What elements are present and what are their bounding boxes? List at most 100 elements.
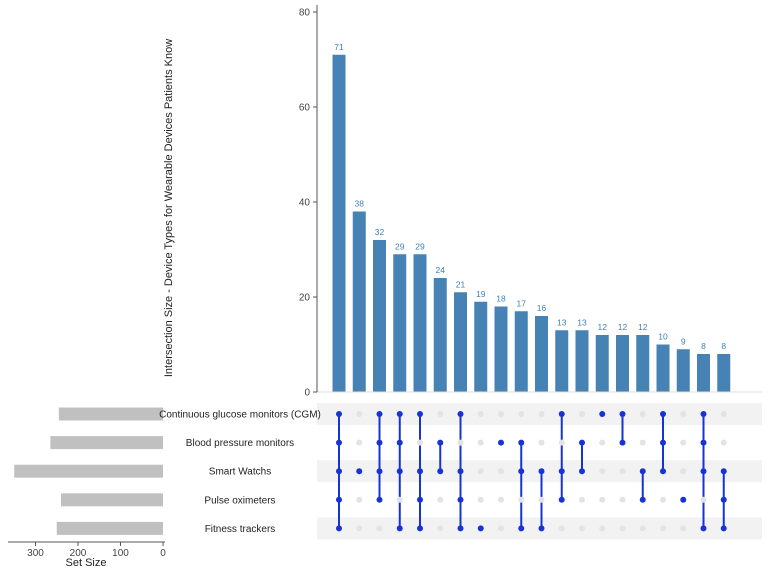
matrix-dot-active (579, 468, 585, 475)
intersection-bar-label: 8 (721, 341, 726, 351)
set-size-axis: 300 200 100 0 (8, 541, 166, 559)
intersection-bar-label: 17 (517, 298, 527, 308)
intersection-bar (393, 254, 407, 392)
intersection-bar (474, 301, 488, 392)
y-tick-label: 0 (304, 388, 310, 399)
matrix-dot-active (396, 411, 403, 417)
intersection-bar-label: 29 (395, 241, 405, 251)
matrix-dot-inactive (538, 496, 545, 503)
intersection-bar-label: 24 (436, 265, 446, 275)
matrix-dot-active (457, 411, 464, 417)
matrix-dot-active (558, 411, 565, 417)
matrix-dot-active (457, 496, 464, 503)
set-label: Smart Watchs (209, 467, 271, 478)
set-labels: Continuous glucose monitors (CGM) Blood p… (159, 410, 321, 535)
y-tick-label: 40 (299, 198, 311, 209)
matrix-dot-active (619, 439, 626, 446)
matrix-dot-inactive (639, 439, 646, 446)
intersection-bar (676, 349, 690, 392)
intersection-bar-label: 29 (415, 241, 425, 251)
matrix-dot-inactive (558, 439, 565, 446)
set-label: Continuous glucose monitors (CGM) (159, 410, 321, 421)
intersection-bar (454, 292, 467, 392)
matrix-dot-active (457, 525, 464, 532)
intersection-bar-label: 12 (618, 322, 628, 332)
matrix-dot-active (720, 468, 727, 475)
y-tick-label: 60 (299, 103, 311, 114)
matrix-dot-inactive (376, 525, 383, 532)
intersection-bars: 71 38 32 29 29 24 21 19 18 17 16 13 13 12 12 12 10 9 8 8 (317, 42, 762, 393)
matrix-dot-inactive (417, 439, 423, 446)
matrix-dot-active (538, 468, 545, 475)
matrix-dot-inactive (518, 411, 525, 417)
matrix-dot-inactive (518, 496, 525, 503)
matrix-dot-active (417, 496, 423, 503)
matrix-dot-active (660, 468, 666, 475)
set-size-bar (56, 521, 163, 535)
matrix-dot-active (437, 468, 444, 475)
set-size-axis-title: Set Size (66, 557, 107, 569)
intersection-bar-label: 12 (598, 322, 608, 332)
matrix-dot-inactive (579, 496, 585, 503)
intersection-bar-label: 16 (537, 303, 547, 313)
matrix-dot-active (336, 496, 342, 503)
intersection-bar (717, 354, 731, 392)
matrix-dot-inactive (498, 496, 504, 503)
matrix-dot-active (599, 411, 606, 417)
matrix-dot-active (639, 468, 646, 475)
matrix-dot-inactive (599, 525, 606, 532)
matrix-dot-inactive (396, 496, 403, 503)
y-tick-label: 20 (299, 293, 311, 304)
matrix-dot-active (700, 411, 707, 417)
matrix-dot-inactive (437, 496, 444, 503)
matrix-dot-inactive (599, 496, 606, 503)
intersection-bar (494, 306, 508, 392)
intersection-bar (575, 330, 589, 392)
matrix-dot-active (376, 468, 383, 475)
set-label: Blood pressure monitors (186, 438, 294, 449)
y-tick-label: 80 (299, 8, 311, 19)
matrix-dot-active (336, 439, 342, 446)
matrix-dot-inactive (619, 525, 626, 532)
matrix-dot-active (477, 525, 484, 532)
matrix-dot-active (336, 468, 342, 475)
intersection-bar (413, 254, 427, 392)
intersection-bar (352, 211, 366, 392)
intersection-bar-label: 32 (375, 227, 385, 237)
y-axis-title: Intersection Size - Device Types for Wea… (163, 39, 175, 377)
matrix-dot-inactive (477, 411, 484, 417)
matrix-dot-inactive (356, 439, 363, 446)
intersection-bar (332, 54, 346, 392)
matrix-dot-active (437, 439, 444, 446)
matrix-dot-active (457, 468, 464, 475)
matrix-dot-active (336, 411, 342, 417)
matrix-dot-inactive (619, 468, 626, 475)
matrix-dot-inactive (599, 468, 606, 475)
set-size-tick-label: 100 (112, 548, 129, 559)
set-size-tick-label: 0 (160, 548, 166, 559)
matrix-dot-inactive (599, 439, 606, 446)
matrix-dot-active (417, 411, 423, 417)
set-size-bar (50, 436, 163, 450)
intersection-bar-label: 13 (557, 317, 567, 327)
intersection-bar (433, 278, 447, 392)
intersection-y-axis: 0 20 40 60 80 (299, 5, 318, 399)
matrix-dot-inactive (437, 411, 444, 417)
matrix-dot-inactive (477, 496, 484, 503)
matrix-dot-active (639, 496, 646, 503)
intersection-bar-label: 18 (496, 294, 506, 304)
matrix-dot-inactive (498, 525, 504, 532)
intersection-bar (373, 240, 386, 392)
intersection-bar (535, 316, 548, 392)
matrix-dot-active (396, 525, 403, 532)
intersection-bar (555, 330, 569, 392)
intersection-bar (656, 344, 670, 392)
matrix-dot-active (498, 439, 504, 446)
matrix-dot-active (619, 411, 626, 417)
matrix-dot-inactive (437, 525, 444, 532)
matrix-dot-active (538, 525, 545, 532)
intersection-bar (595, 335, 609, 392)
matrix-dot-active (700, 468, 707, 475)
intersection-bar (514, 311, 528, 392)
